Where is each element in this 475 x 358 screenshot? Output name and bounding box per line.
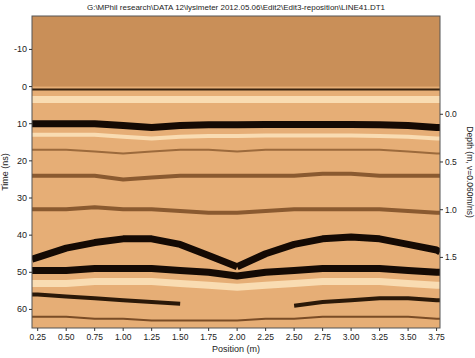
plot-area xyxy=(32,16,440,328)
y2-tick xyxy=(440,209,443,210)
y-tick-label: 40 xyxy=(17,230,27,240)
x-tick xyxy=(351,328,352,331)
y2-tick xyxy=(440,161,443,162)
y-tick-label: 10 xyxy=(17,119,27,129)
y-tick xyxy=(29,272,32,273)
radargram: G:\MPhil research\DATA 12\lysimeter 2012… xyxy=(0,0,475,358)
x-tick xyxy=(265,328,266,331)
x-tick xyxy=(94,328,95,331)
y2-tick-label: 0.5 xyxy=(445,157,457,167)
x-tick xyxy=(408,328,409,331)
x-tick-label: 1.00 xyxy=(115,332,132,342)
x-tick xyxy=(66,328,67,331)
y-axis-title: Time (ns) xyxy=(0,153,10,191)
reflector xyxy=(32,269,440,276)
y2-tick-label: 1.5 xyxy=(445,252,457,262)
reflector xyxy=(32,89,440,91)
y-tick-label: 20 xyxy=(17,156,27,166)
x-tick-label: 2.00 xyxy=(229,332,246,342)
y-tick-label: 0 xyxy=(22,82,27,92)
y2-tick xyxy=(440,114,443,115)
reflector xyxy=(32,96,440,103)
y-tick xyxy=(29,198,32,199)
y2-tick-label: 1.0 xyxy=(445,205,457,215)
x-axis-title: Position (m) xyxy=(212,344,260,354)
air-region xyxy=(32,16,440,87)
x-tick-label: 1.50 xyxy=(172,332,189,342)
y-tick xyxy=(29,235,32,236)
x-tick-label: 3.50 xyxy=(400,332,417,342)
x-tick-label: 1.25 xyxy=(143,332,160,342)
x-tick-label: 1.75 xyxy=(200,332,217,342)
x-tick-label: 3.75 xyxy=(428,332,445,342)
y-tick-label: -10 xyxy=(14,44,27,54)
reflector xyxy=(32,282,440,288)
y2-tick xyxy=(440,257,443,258)
y2-tick-label: 0.0 xyxy=(445,109,457,119)
reflector xyxy=(237,237,440,267)
x-tick xyxy=(123,328,124,331)
x-tick-label: 2.75 xyxy=(314,332,331,342)
x-tick xyxy=(436,328,437,331)
x-tick xyxy=(379,328,380,331)
reflector xyxy=(32,124,440,128)
y2-axis-title: Depth (m, v=0.060m/ns) xyxy=(465,126,475,218)
plot-frame xyxy=(32,16,440,328)
x-tick xyxy=(37,328,38,331)
x-tick xyxy=(208,328,209,331)
x-tick xyxy=(180,328,181,331)
y-tick-label: 30 xyxy=(17,193,27,203)
x-tick-label: 0.75 xyxy=(86,332,103,342)
x-tick xyxy=(322,328,323,331)
reflector xyxy=(32,295,440,306)
plot-background xyxy=(32,16,440,328)
x-tick xyxy=(294,328,295,331)
y-tick xyxy=(29,123,32,124)
reflector xyxy=(32,150,440,154)
x-tick-label: 2.25 xyxy=(257,332,274,342)
y-tick xyxy=(29,49,32,50)
x-tick-label: 2.50 xyxy=(286,332,303,342)
reflector xyxy=(32,239,237,267)
x-tick-label: 3.00 xyxy=(343,332,360,342)
x-tick-label: 3.25 xyxy=(371,332,388,342)
x-tick-label: 0.25 xyxy=(29,332,46,342)
x-tick-label: 0.50 xyxy=(58,332,75,342)
y-tick xyxy=(29,309,32,310)
x-tick xyxy=(151,328,152,331)
y-tick xyxy=(29,86,32,87)
y-tick-label: 50 xyxy=(17,267,27,277)
y-tick xyxy=(29,160,32,161)
reflector xyxy=(32,135,440,139)
reflector xyxy=(32,317,440,321)
reflector xyxy=(32,207,440,213)
y-tick-label: 60 xyxy=(17,304,27,314)
reflector xyxy=(32,174,440,180)
x-tick xyxy=(237,328,238,331)
title: G:\MPhil research\DATA 12\lysimeter 2012… xyxy=(87,3,386,12)
